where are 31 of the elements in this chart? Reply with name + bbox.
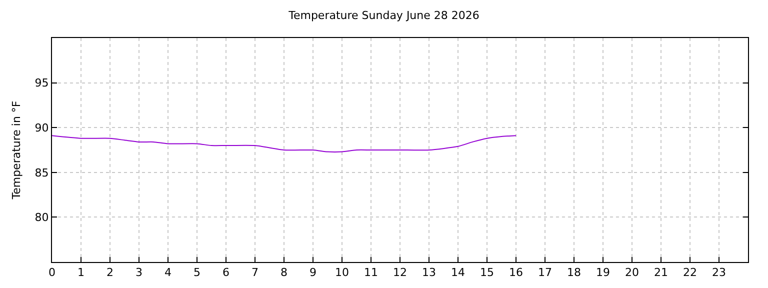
x-tick-label: 6 [222, 266, 230, 280]
x-tick-label: 16 [509, 266, 523, 280]
x-tick-label: 14 [451, 266, 465, 280]
x-tick-label: 18 [567, 266, 581, 280]
x-tick-label: 12 [393, 266, 407, 280]
x-tick-label: 22 [683, 266, 697, 280]
chart-title: Temperature Sunday June 28 2026 [288, 9, 480, 22]
x-tick-label: 0 [48, 266, 56, 280]
line-series [52, 135, 516, 152]
x-tick-label: 21 [654, 266, 668, 280]
x-tick-label: 19 [596, 266, 610, 280]
y-tick-label: 80 [34, 211, 49, 224]
x-tick-label: 3 [136, 266, 142, 280]
x-tick-label: 5 [194, 266, 200, 280]
x-tick-label: 10 [335, 266, 349, 280]
x-tick-label: 15 [480, 266, 494, 280]
x-tick-label: 4 [164, 266, 172, 280]
y-tick-label: 95 [34, 76, 49, 90]
y-tick-label: 90 [34, 121, 49, 134]
x-tick-label: 2 [106, 266, 114, 280]
x-tick-label: 7 [252, 266, 258, 280]
x-tick-label: 17 [538, 266, 552, 280]
x-tick-label: 20 [625, 266, 639, 280]
y-axis-title: Temperature in °F [10, 100, 23, 200]
x-tick-label: 8 [280, 266, 288, 280]
y-tick-label: 85 [34, 166, 49, 180]
x-tick-label: 11 [364, 266, 378, 280]
x-tick-label: 23 [712, 266, 726, 280]
x-tick-label: 9 [310, 266, 316, 280]
x-tick-label: 13 [422, 266, 436, 280]
x-tick-label: 1 [78, 266, 84, 280]
